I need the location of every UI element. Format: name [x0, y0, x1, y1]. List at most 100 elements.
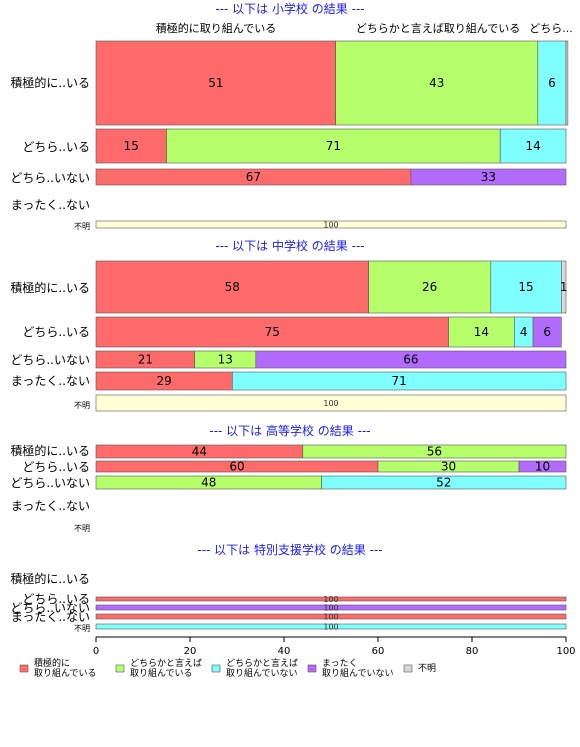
row-label: どちら..いる [22, 140, 90, 154]
data-label: 15 [518, 280, 533, 294]
section-title: --- 以下は 高等学校 の結果 --- [209, 423, 370, 438]
data-label: 14 [525, 139, 540, 153]
bar-segment [95, 613, 567, 620]
row-label: どちら..いない [10, 353, 90, 367]
bar-segment [95, 596, 567, 602]
legend-label: 取り組んでいない [226, 667, 298, 679]
data-label: 30 [441, 460, 456, 474]
row-label: 積極的に..いる [10, 75, 90, 90]
legend-swatch [19, 664, 29, 673]
section-title: --- 以下は 中学校 の結果 --- [215, 238, 364, 253]
data-label: 58 [225, 280, 240, 294]
row-label: 積極的に..いる [10, 443, 90, 458]
data-label: 66 [403, 353, 418, 367]
row-label: 不明 [74, 401, 90, 410]
legend-label: 取り組んでいない [322, 667, 394, 679]
top-category-label: どちら... [529, 22, 573, 35]
bar-segment [232, 371, 567, 391]
data-label: 56 [427, 445, 442, 459]
row-label: 不明 [74, 524, 90, 533]
data-label: 71 [392, 374, 407, 388]
row-label: まったく..ない [11, 499, 90, 513]
top-category-label: 積極的に取り組んでいる [156, 21, 276, 35]
legend-label: どちらかと言えば [130, 657, 202, 669]
legend-swatch [307, 664, 317, 673]
legend-swatch [403, 664, 413, 673]
row-label: 積極的に..いる [10, 571, 90, 586]
x-tick-label: 40 [278, 646, 291, 657]
data-label: 100 [323, 221, 338, 230]
data-label: 100 [323, 613, 338, 622]
row-label: どちら..いない [10, 171, 90, 185]
data-label: 52 [436, 476, 451, 490]
bar-segment [95, 604, 567, 611]
row-label: どちら..いる [22, 460, 90, 474]
bar-segment [302, 444, 567, 459]
data-label: 100 [323, 623, 338, 632]
row-label: 積極的に..いる [10, 280, 90, 295]
bar-segment [95, 394, 567, 412]
data-label: 10 [535, 460, 550, 474]
data-label: 75 [265, 325, 280, 339]
bar-segment [95, 260, 369, 314]
data-label: 44 [192, 445, 207, 459]
bar-segment [95, 128, 167, 164]
data-label: 33 [481, 170, 496, 184]
row-label: どちら..いる [22, 592, 90, 606]
row-label: まったく..ない [11, 374, 90, 388]
bar-segment [95, 316, 449, 348]
data-label: 100 [323, 399, 338, 408]
top-category-label: どちらかと言えば取り組んでいる [356, 22, 520, 35]
bar-segment [532, 316, 562, 348]
legend-label: 積極的に [34, 657, 70, 669]
bar-segment [321, 475, 567, 490]
bar-segment [560, 260, 567, 314]
bar-segment [95, 40, 336, 126]
bar-segment [166, 128, 501, 164]
x-tick-label: 60 [372, 646, 385, 657]
section-title: --- 以下は 小学校 の結果 --- [215, 1, 364, 16]
legend-label: 取り組んでいる [34, 667, 97, 679]
data-label: 67 [246, 170, 261, 184]
data-label: 4 [520, 325, 528, 339]
legend-label: どちらかと言えば [226, 657, 298, 669]
row-label: どちら..いない [10, 476, 90, 490]
data-label: 51 [208, 76, 223, 90]
data-label: 100 [323, 595, 338, 604]
x-tick-label: 20 [184, 646, 197, 657]
bar-segment [95, 220, 567, 229]
row-label: まったく..ない [11, 198, 90, 212]
data-label: 14 [474, 325, 489, 339]
legend-swatch [211, 664, 221, 673]
row-label: どちら..いる [22, 325, 90, 339]
row-label: 不明 [74, 624, 90, 633]
legend-label: 不明 [418, 663, 436, 674]
data-label: 26 [422, 280, 437, 294]
data-label: 6 [543, 325, 551, 339]
data-label: 48 [201, 476, 216, 490]
legend-swatch [115, 664, 125, 673]
section-title: --- 以下は 特別支援学校 の結果 --- [197, 542, 382, 557]
row-label: 不明 [74, 222, 90, 231]
row-label: まったく..ない [11, 610, 90, 624]
bar-segment [518, 460, 567, 473]
data-label: 13 [218, 353, 233, 367]
bar-segment [255, 350, 567, 369]
row-label: どちら..いない [10, 601, 90, 615]
bar-segment [490, 260, 562, 314]
bar-segment [368, 260, 492, 314]
data-label: 21 [138, 353, 153, 367]
data-label: 43 [429, 76, 444, 90]
data-label: 100 [323, 604, 338, 613]
x-tick-label: 0 [93, 646, 99, 657]
legend-label: 取り組んでいる [130, 667, 193, 679]
x-tick-label: 100 [556, 646, 575, 657]
data-label: 29 [157, 374, 172, 388]
data-label: 60 [229, 460, 244, 474]
data-label: 6 [548, 76, 556, 90]
bar-segment [537, 40, 567, 126]
x-tick-label: 80 [466, 646, 479, 657]
data-label: 15 [124, 139, 139, 153]
